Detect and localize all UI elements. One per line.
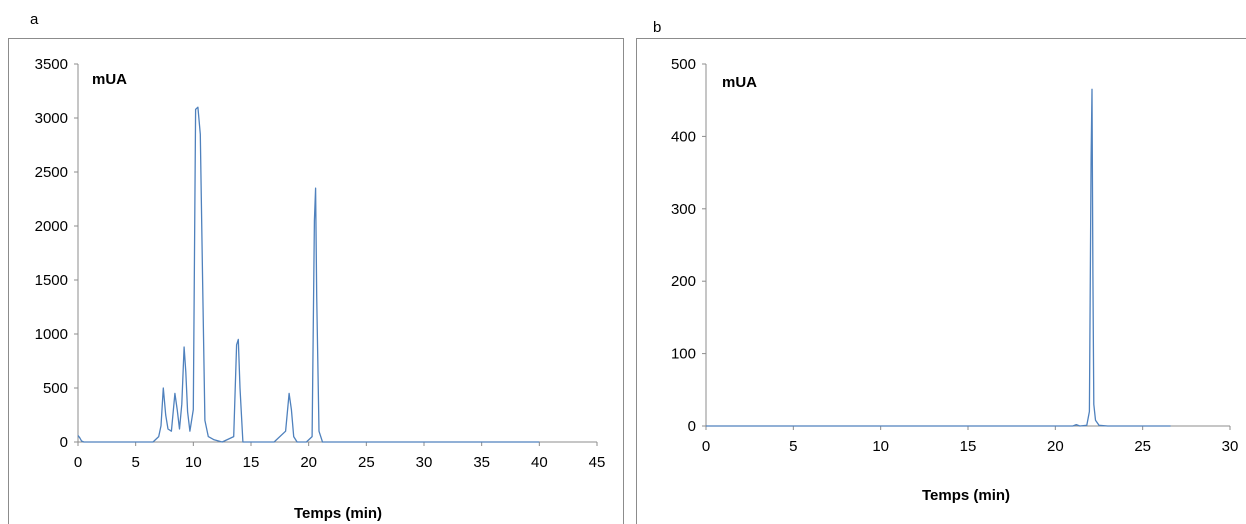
panel-a-x-tick-label: 10 xyxy=(185,454,202,471)
panel-a-x-tick-label: 20 xyxy=(300,454,317,471)
panel-a: a mUA 0 500 1000 1500 2000 2500 3000 3500 0 5 10 1… xyxy=(8,11,624,524)
panel-b-x-tick-label: 15 xyxy=(960,438,977,455)
panel-a-x-tick-label: 0 xyxy=(74,454,82,471)
panel-a-y-tick-label: 2000 xyxy=(35,218,68,235)
panel-a-x-tick-label: 35 xyxy=(473,454,490,471)
panel-b-x-axis-title: Temps (min) xyxy=(922,487,1010,504)
panel-a-x-axis-title: Temps (min) xyxy=(294,505,382,522)
panel-a-x-tick-label: 40 xyxy=(531,454,548,471)
panel-a-y-tick-label: 1000 xyxy=(35,326,68,343)
panel-a-y-tick-label: 500 xyxy=(43,380,68,397)
panel-a-y-ticks: 0 500 1000 1500 2000 2500 3000 3500 xyxy=(35,56,78,451)
panel-b-y-tick-label: 100 xyxy=(671,346,696,363)
panel-b-x-tick-label: 30 xyxy=(1222,438,1239,455)
panel-b-y-tick-label: 300 xyxy=(671,201,696,218)
panel-b-x-ticks: 0 5 10 15 20 25 30 xyxy=(702,426,1239,455)
panel-b-frame xyxy=(636,38,1246,524)
panel-a-y-tick-label: 1500 xyxy=(35,272,68,289)
panel-b-x-tick-label: 25 xyxy=(1134,438,1151,455)
panel-b-y-tick-label: 0 xyxy=(688,418,696,435)
panel-a-x-tick-label: 30 xyxy=(416,454,433,471)
panel-a-series-line xyxy=(77,106,540,443)
panel-a-y-tick-label: 3500 xyxy=(35,56,68,73)
panel-b-y-ticks: 0 100 200 300 400 500 xyxy=(671,56,706,435)
panel-b-y-tick-label: 500 xyxy=(671,56,696,73)
panel-b: b mUA 0 100 200 300 400 500 0 5 10 15 20 25 30 Temp… xyxy=(636,19,1246,524)
panel-a-x-tick-label: 5 xyxy=(131,454,139,471)
panel-a-letter: a xyxy=(30,11,39,28)
panel-b-x-tick-label: 20 xyxy=(1047,438,1064,455)
panel-a-unit-label: mUA xyxy=(92,71,127,88)
panel-b-unit-label: mUA xyxy=(722,74,757,91)
panel-a-frame xyxy=(8,38,624,524)
panel-b-x-tick-label: 5 xyxy=(789,438,797,455)
panel-a-x-ticks: 0 5 10 15 20 25 30 35 40 45 xyxy=(74,442,606,471)
panel-b-y-tick-label: 400 xyxy=(671,128,696,145)
panel-b-x-tick-label: 10 xyxy=(872,438,889,455)
panel-b-letter: b xyxy=(653,19,661,36)
panel-b-x-tick-label: 0 xyxy=(702,438,710,455)
panel-a-x-tick-label: 15 xyxy=(243,454,260,471)
panel-b-series-line xyxy=(706,88,1171,427)
panel-b-y-tick-label: 200 xyxy=(671,273,696,290)
panel-a-y-tick-label: 3000 xyxy=(35,110,68,127)
panel-a-x-tick-label: 45 xyxy=(589,454,606,471)
panel-a-y-tick-label: 0 xyxy=(60,434,68,451)
panel-a-y-tick-label: 2500 xyxy=(35,164,68,181)
panel-a-x-tick-label: 25 xyxy=(358,454,375,471)
